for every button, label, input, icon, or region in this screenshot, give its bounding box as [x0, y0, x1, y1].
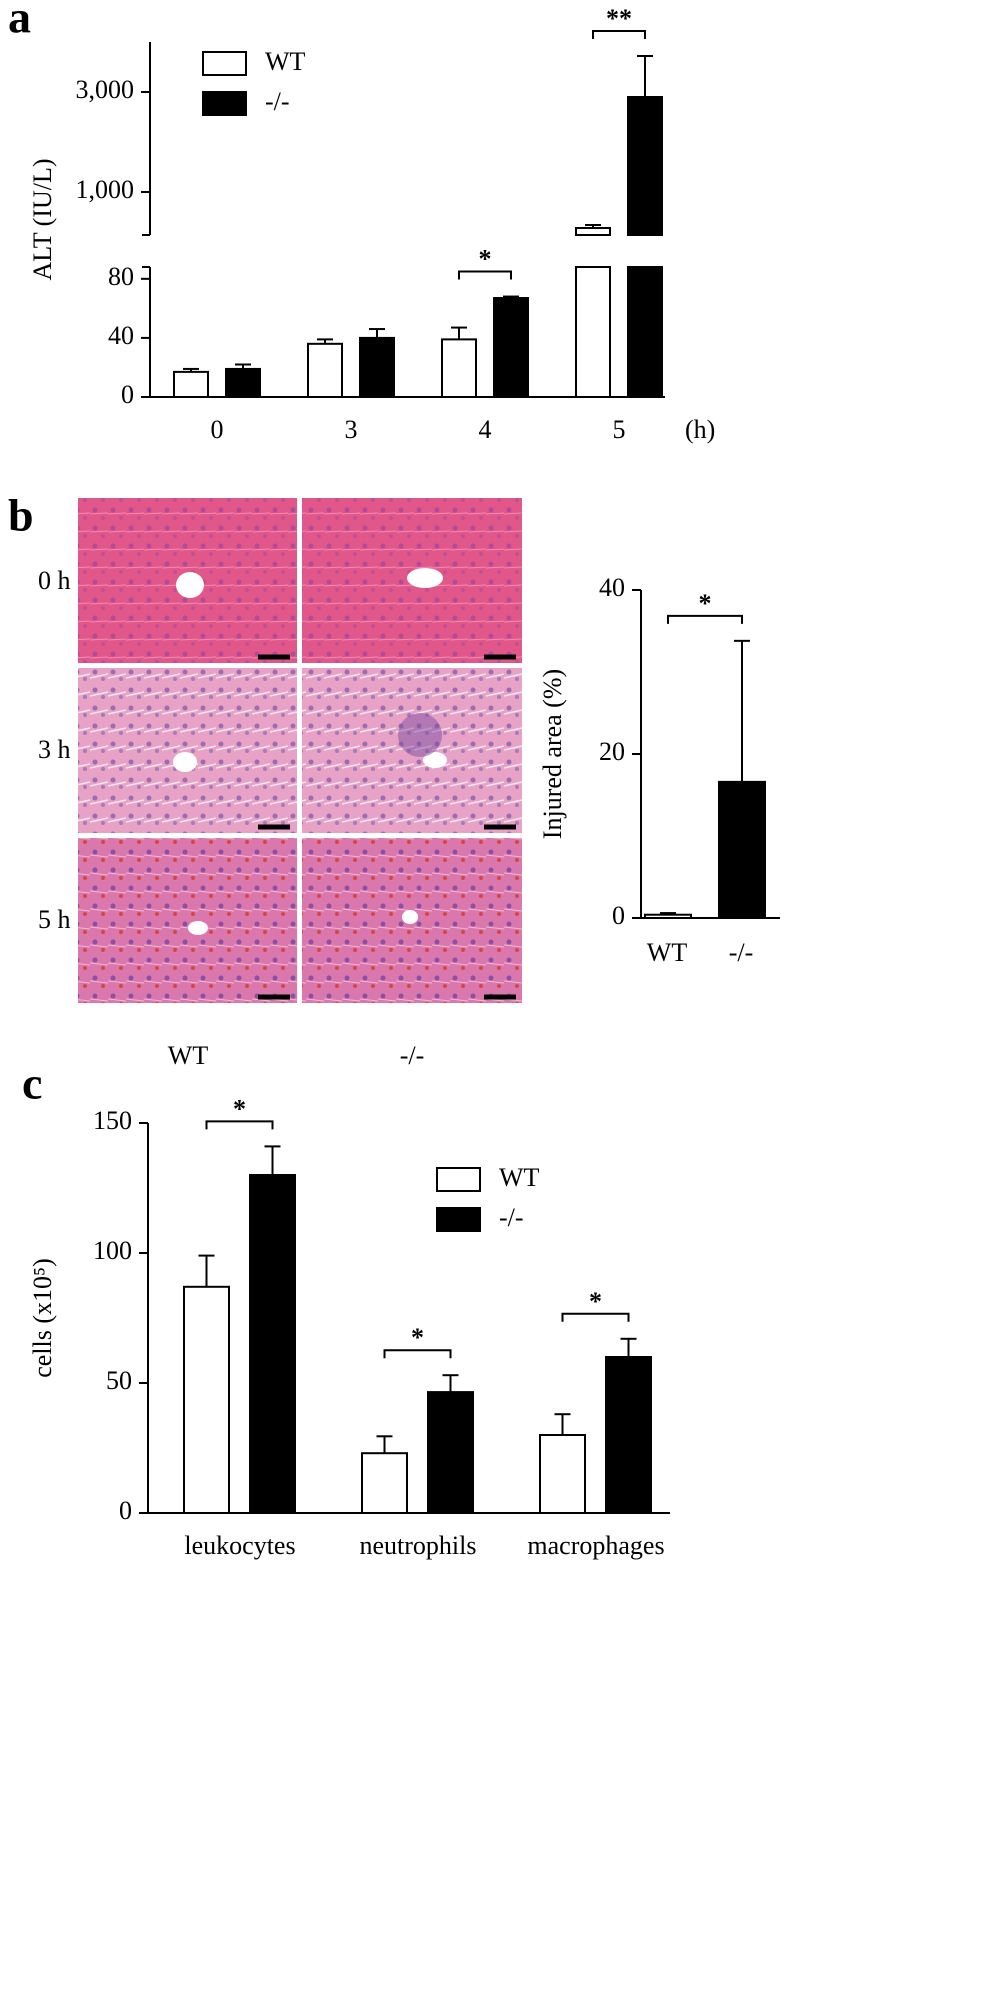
y-axis-label: Injured area (%): [538, 669, 567, 839]
significance-bracket: [383, 1349, 452, 1359]
significance-label: *: [589, 1287, 602, 1316]
panel-letter: a: [8, 0, 31, 43]
legend-swatch: [202, 51, 247, 76]
legend-label: -/-: [499, 1203, 524, 1232]
bar: [173, 370, 209, 398]
micrograph-grid: [78, 498, 522, 1003]
x-tick-label: -/-: [729, 938, 754, 967]
bar: [359, 336, 395, 398]
y-tick-label: 40: [599, 573, 625, 602]
bar: [718, 780, 766, 919]
x-tick-label: WT: [647, 938, 688, 967]
panel-letter: c: [22, 1058, 42, 1109]
bar: [307, 342, 343, 398]
bar: [249, 1174, 296, 1514]
row-label: 3 h: [38, 735, 71, 764]
column-label: -/-: [400, 1041, 425, 1070]
scale-bars: [258, 654, 516, 1000]
significance-label: *: [233, 1094, 246, 1123]
bar: [539, 1434, 586, 1514]
row-label: 0 h: [38, 566, 71, 595]
bar: [605, 1356, 652, 1514]
y-axis-label: ALT (IU/L): [28, 158, 57, 280]
significance-label: *: [699, 589, 712, 618]
legend-label: WT: [265, 47, 306, 76]
infiltrate: [398, 713, 442, 757]
significance-bracket: [592, 30, 646, 39]
bar: [225, 367, 261, 399]
significance-bracket: [561, 1312, 630, 1322]
y-tick-label: 3,000: [76, 75, 135, 104]
legend-swatch: [436, 1207, 481, 1232]
x-tick-label: 4: [479, 415, 492, 444]
bar: [427, 1391, 474, 1514]
x-tick-label: 3: [345, 415, 358, 444]
x-tick-label: macrophages: [527, 1531, 664, 1560]
legend-swatch: [436, 1167, 481, 1192]
y-tick-label: 80: [108, 262, 134, 291]
vessel: [402, 910, 418, 924]
y-tick-label: 0: [121, 380, 134, 409]
vessel: [173, 752, 197, 772]
significance-label: **: [606, 4, 632, 33]
vessel: [423, 752, 447, 768]
significance-bracket: [205, 1120, 274, 1130]
vessel: [188, 921, 208, 935]
bar: [575, 227, 611, 236]
y-tick-label: 0: [119, 1496, 132, 1525]
column-label: WT: [168, 1041, 209, 1070]
significance-label: *: [479, 245, 492, 274]
bar: [627, 96, 663, 236]
x-tick-label: leukocytes: [184, 1531, 295, 1560]
bar: [361, 1452, 408, 1514]
vessel: [176, 572, 204, 598]
y-tick-label: 150: [93, 1106, 132, 1135]
significance-bracket: [458, 270, 512, 280]
significance-label: *: [411, 1323, 424, 1352]
x-unit: (h): [685, 415, 715, 444]
bar: [183, 1285, 230, 1515]
x-tick-label: neutrophils: [360, 1531, 477, 1560]
x-tick-label: 0: [211, 415, 224, 444]
bar: [644, 913, 692, 919]
bar: [441, 338, 477, 398]
y-axis-label: cells (x10⁵): [28, 1258, 57, 1378]
legend-label: WT: [499, 1163, 540, 1192]
y-tick-label: 1,000: [76, 175, 135, 204]
y-tick-label: 100: [93, 1236, 132, 1265]
y-tick-label: 40: [108, 321, 134, 350]
micrograph: [78, 838, 297, 1003]
bar: [575, 266, 611, 398]
vessel: [407, 568, 443, 588]
legend-label: -/-: [265, 87, 290, 116]
legend-swatch: [202, 91, 247, 116]
bar: [493, 297, 529, 399]
y-tick-label: 50: [106, 1366, 132, 1395]
x-tick-label: 5: [613, 415, 626, 444]
bar: [627, 266, 663, 398]
micrograph: [78, 668, 297, 833]
row-label: 5 h: [38, 905, 71, 934]
y-tick-label: 0: [612, 901, 625, 930]
significance-bracket: [667, 614, 743, 624]
y-tick-label: 20: [599, 737, 625, 766]
panel-letter: b: [8, 490, 34, 541]
